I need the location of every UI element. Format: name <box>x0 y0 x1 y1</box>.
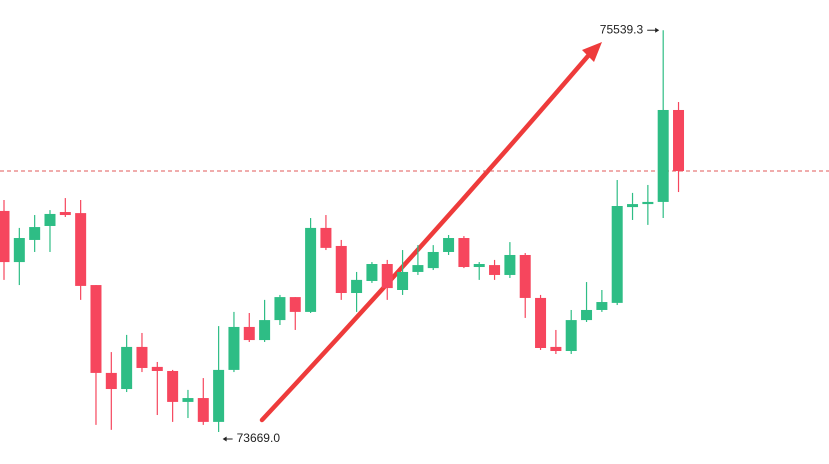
candle-body <box>565 320 577 352</box>
candle-body <box>0 210 10 263</box>
candle-body <box>427 251 439 269</box>
candle-body <box>412 265 424 272</box>
candle-body <box>381 264 393 289</box>
candle-body <box>75 213 87 286</box>
candle-body <box>259 320 271 341</box>
candle-body <box>121 346 133 390</box>
candle-body <box>136 346 148 368</box>
candle-body <box>151 366 163 371</box>
label-arrow-head <box>655 27 660 33</box>
candle-body <box>320 227 332 248</box>
trend-arrow <box>259 42 602 423</box>
candle-body <box>351 279 363 294</box>
candle-body <box>228 326 240 370</box>
candle-body <box>642 201 654 205</box>
candle-body <box>535 297 547 348</box>
candle-body <box>274 297 286 321</box>
candle-body <box>13 238 25 263</box>
low-label: 73669.0 <box>237 431 281 445</box>
candle-body <box>657 109 669 202</box>
candle-body <box>473 264 485 268</box>
candle-body <box>167 370 179 402</box>
candle-body <box>59 212 71 216</box>
candle-body <box>673 109 685 171</box>
candle-body <box>519 254 531 298</box>
candle-body <box>90 285 102 373</box>
candle-body <box>611 206 623 303</box>
candle-body <box>366 264 378 281</box>
candle-body <box>458 238 470 268</box>
candle-body <box>581 309 593 321</box>
high-label: 75539.3 <box>600 22 644 36</box>
candle-body <box>105 372 117 390</box>
candle-body <box>213 369 225 422</box>
candle-body <box>29 227 41 240</box>
candle-body <box>305 227 317 312</box>
candle-body <box>489 265 501 275</box>
candle-body <box>596 302 608 310</box>
candle-body <box>44 213 56 226</box>
candle-body <box>550 346 562 352</box>
label-arrow-head <box>222 436 227 442</box>
candle-body <box>504 254 516 275</box>
candle-body <box>335 245 347 294</box>
candle-body <box>182 398 194 402</box>
candle-body <box>443 238 455 252</box>
candle-body <box>627 204 639 208</box>
candle-body <box>197 398 209 422</box>
candle-body <box>243 326 255 341</box>
candle-body <box>397 271 409 290</box>
candle-body <box>289 297 301 312</box>
